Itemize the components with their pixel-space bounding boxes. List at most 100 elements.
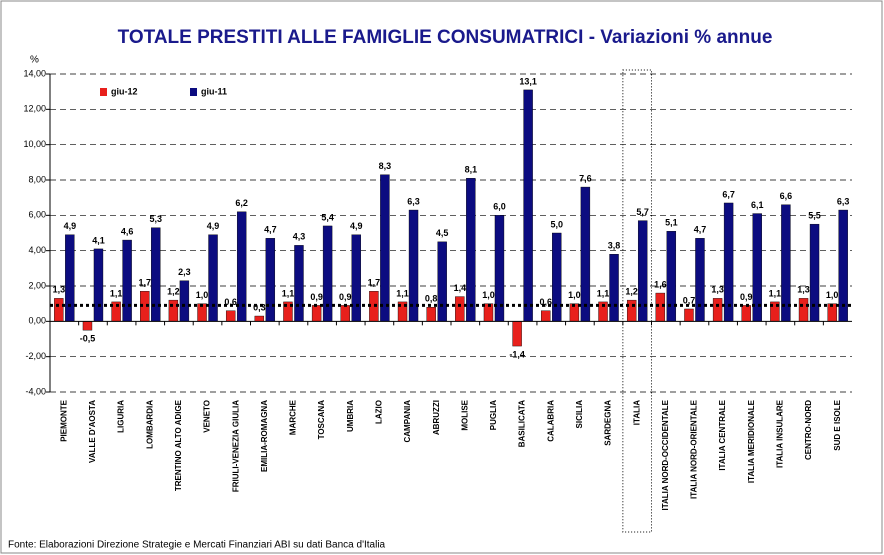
value-label: 0,6: [539, 297, 552, 307]
value-label: 6,7: [722, 189, 735, 199]
bar: [82, 321, 93, 331]
x-tick-label: PIEMONTE: [59, 399, 68, 441]
value-label: 0,3: [253, 302, 266, 312]
x-tick-label: ITALIA NORD-ORIENTALE: [690, 399, 699, 499]
value-label: 6,1: [751, 200, 764, 210]
bar: [225, 310, 236, 322]
legend-label: giu-11: [201, 86, 227, 96]
value-label: 1,1: [396, 288, 409, 298]
bar: [523, 89, 533, 322]
x-tick-label: ITALIA NORD-OCCIDENTALE: [661, 399, 670, 510]
bar: [695, 238, 705, 322]
value-label: 1,7: [368, 278, 381, 288]
x-tick-label: VENETO: [203, 400, 212, 433]
value-label: 1,3: [711, 285, 724, 295]
x-tick-label: SUD E ISOLE: [833, 399, 842, 450]
value-label: 0,6: [224, 297, 237, 307]
value-label: 1,2: [625, 287, 638, 297]
bar: [351, 234, 361, 322]
bar: [265, 238, 276, 322]
bar: [340, 305, 350, 322]
x-tick-label: ABRUZZI: [432, 400, 441, 435]
value-label: 1,0: [826, 290, 839, 300]
value-label: 0,9: [310, 292, 323, 302]
value-label: 4,9: [207, 221, 220, 231]
bar: [684, 308, 694, 322]
bar: [723, 202, 734, 322]
value-label: -0,5: [80, 334, 96, 344]
bar: [380, 174, 390, 322]
value-label: 1,1: [769, 288, 782, 298]
chart-title: TOTALE PRESTITI ALLE FAMIGLIE CONSUMATRI…: [118, 27, 773, 48]
value-label: 1,7: [138, 278, 151, 288]
x-tick-label: TRENTINO ALTO ADIGE: [174, 399, 183, 491]
bar: [93, 248, 104, 322]
value-label: 1,0: [568, 290, 581, 300]
value-label: 4,5: [436, 228, 449, 238]
value-label: 1,1: [597, 288, 610, 298]
bar: [65, 234, 75, 322]
x-tick-label: TOSCANA: [317, 400, 326, 440]
value-label: 0,9: [339, 292, 352, 302]
value-label: 8,3: [379, 161, 392, 171]
x-tick-label: ITALIA: [632, 400, 641, 425]
x-tick-label: ITALIA CENTRALE: [718, 399, 727, 470]
x-tick-label: ITALIA MERIDIONALE: [747, 399, 756, 483]
value-label: 4,9: [350, 221, 363, 231]
bar: [311, 305, 322, 322]
bar: [54, 298, 64, 322]
x-tick-label: BASILICATA: [518, 400, 527, 447]
bar: [122, 239, 132, 322]
x-tick-label: MOLISE: [460, 399, 469, 430]
x-tick-label: LOMBARDIA: [145, 400, 154, 449]
y-tick-label: 6,00: [28, 210, 46, 220]
bar: [609, 253, 619, 322]
highlight-box: [622, 69, 652, 533]
value-label: 0,9: [740, 292, 753, 302]
value-label: 1,1: [282, 288, 295, 298]
bar: [437, 241, 447, 322]
value-label: 5,3: [149, 214, 162, 224]
value-label: 6,3: [407, 196, 420, 206]
bar: [655, 292, 666, 322]
y-tick-label: -2,00: [25, 351, 46, 361]
value-label: 13,1: [519, 76, 537, 86]
legend-label: giu-12: [111, 86, 138, 96]
x-tick-label: CENTRO-NORD: [804, 400, 813, 460]
value-label: 4,9: [64, 221, 77, 231]
value-label: 4,1: [92, 235, 105, 245]
y-unit: %: [30, 55, 39, 66]
bar: [541, 310, 551, 322]
value-label: 4,7: [264, 225, 277, 235]
x-tick-label: FRIULI-VENEZIA GIULIA: [231, 400, 240, 492]
bar: [552, 232, 562, 322]
bar: [512, 321, 522, 347]
value-label: 1,0: [482, 290, 495, 300]
value-label: 5,4: [321, 212, 334, 222]
y-tick-label: 10,00: [23, 139, 46, 149]
bar: [666, 231, 677, 322]
x-tick-label: VALLE D'AOSTA: [88, 400, 97, 463]
value-label: 8,1: [465, 165, 478, 175]
x-tick-label: UMBRIA: [346, 400, 355, 432]
x-tick-label: ITALIA INSULARE: [776, 399, 785, 468]
value-label: 4,6: [121, 226, 134, 236]
y-tick-label: 8,00: [28, 174, 46, 184]
bar: [208, 234, 218, 322]
x-tick-label: EMILIA-ROMAGNA: [260, 400, 269, 472]
y-tick-label: 0,00: [28, 316, 46, 326]
value-label: 3,8: [608, 241, 621, 251]
value-label: 5,1: [665, 218, 678, 228]
legend-swatch: [100, 88, 107, 96]
value-label: 4,3: [293, 232, 306, 242]
value-label: 6,2: [235, 198, 248, 208]
bar: [168, 299, 179, 322]
source-note: Fonte: Elaborazioni Direzione Strategie …: [8, 540, 386, 551]
bar: [741, 305, 751, 322]
bar: [455, 296, 465, 322]
value-label: 4,7: [694, 225, 707, 235]
bar: [294, 245, 304, 322]
x-tick-label: CALABRIA: [546, 400, 555, 442]
value-label: -1,4: [509, 349, 525, 359]
